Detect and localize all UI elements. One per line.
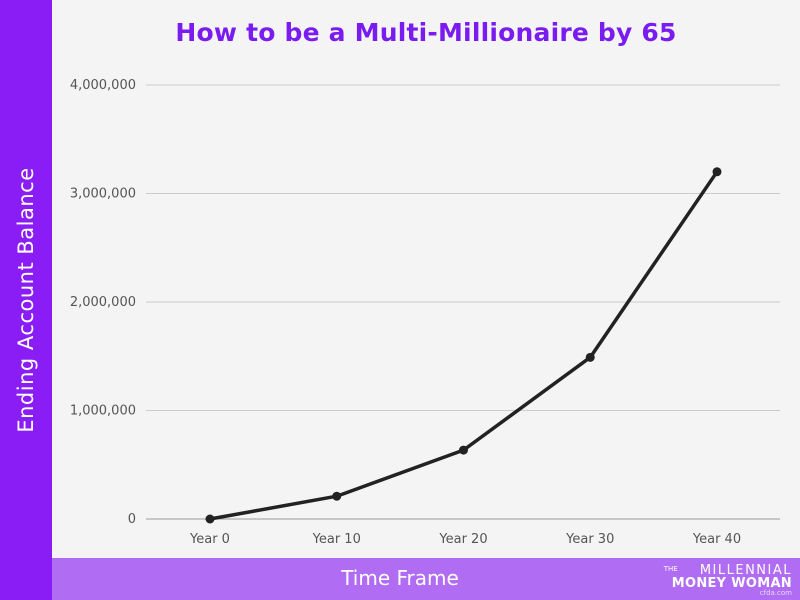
x-tick-label: Year 0 [189,532,230,547]
x-tick-label: Year 30 [565,532,614,547]
chart-title: How to be a Multi-Millionaire by 65 [175,18,677,47]
y-tick-label: 0 [128,512,136,527]
y-tick-label: 4,000,000 [70,78,136,93]
x-tick-label: Year 40 [692,532,741,547]
series-line [208,170,719,521]
brand-logo: THE MILLENNIAL MONEY WOMAN cfda.com [664,563,792,597]
logo-line1: MILLENNIAL [699,563,792,578]
logo-the: THE [663,565,678,573]
y-tick-label: 3,000,000 [70,187,136,202]
x-axis-label: Time Frame [341,566,459,590]
data-point [205,514,215,524]
y-tick-label: 2,000,000 [70,295,136,310]
data-point [712,167,722,177]
data-point [332,491,342,501]
xlabel-band: Time Frame [52,558,800,600]
data-point [585,352,595,362]
y-tick-label: 1,000,000 [70,404,136,419]
ylabel-band [0,0,52,600]
line-chart: 0 1,000,000 2,000,000 3,000,000 4,000,000 Yea… [70,78,780,547]
logo-line2: MONEY WOMAN [671,576,792,591]
x-tick-label: Year 20 [438,532,487,547]
logo-small: cfda.com [759,589,792,597]
x-tick-label: Year 10 [312,532,361,547]
data-point [459,445,468,455]
